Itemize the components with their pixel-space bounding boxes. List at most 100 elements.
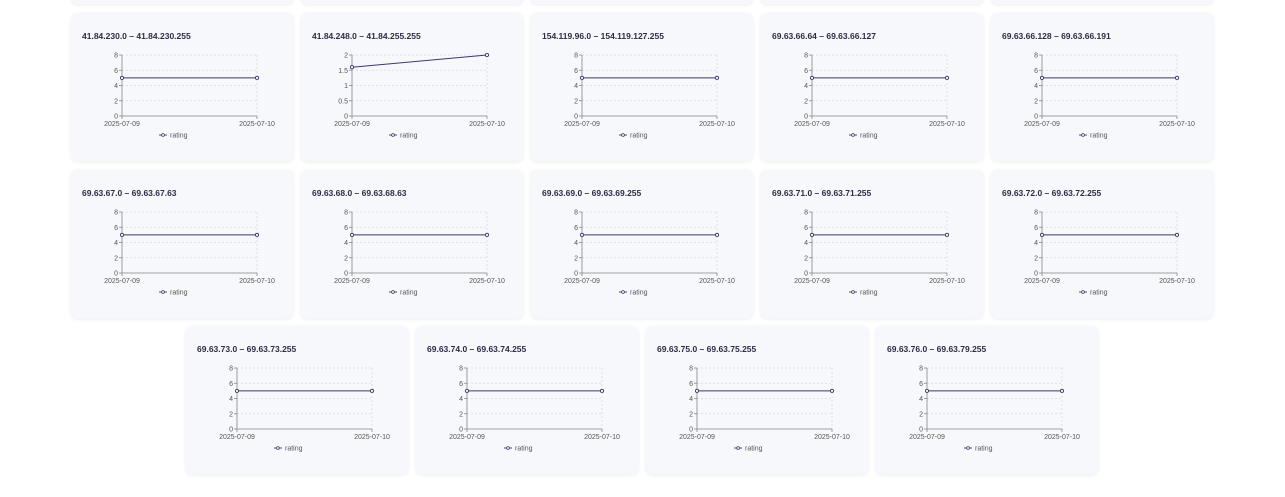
data-point	[809, 75, 815, 80]
y-tick-label: 0	[574, 271, 578, 278]
chart-title: 69.63.66.128 – 69.63.66.191	[1002, 31, 1111, 41]
legend-marker	[391, 290, 395, 294]
legend-marker	[161, 133, 165, 137]
legend-marker	[736, 446, 740, 450]
y-tick-label: 8	[574, 53, 578, 60]
x-tick-label: 2025-07-09	[794, 121, 830, 128]
y-tick-label: 8	[1034, 53, 1038, 60]
chart-title: 69.63.76.0 – 69.63.79.255	[887, 344, 987, 354]
x-tick-label: 2025-07-10	[239, 278, 275, 285]
x-tick-label: 2025-07-09	[794, 278, 830, 285]
data-point	[924, 388, 930, 393]
y-tick-label: 2	[459, 411, 463, 418]
x-tick-label: 2025-07-10	[584, 434, 620, 441]
data-point	[234, 388, 240, 393]
data-point	[484, 232, 490, 237]
x-tick-label: 2025-07-09	[334, 121, 370, 128]
y-tick-label: 4	[919, 396, 923, 403]
chart-title: 69.63.74.0 – 69.63.74.255	[427, 344, 527, 354]
chart-card: 69.63.76.0 – 69.63.79.255 8 6 4 2 0 2025-07-09…	[876, 326, 1098, 474]
x-tick-label: 2025-07-10	[1159, 278, 1195, 285]
chart-title: 69.63.67.0 – 69.63.67.63	[82, 188, 177, 198]
x-tick-label: 2025-07-10	[699, 278, 735, 285]
legend-label: rating	[400, 290, 418, 297]
chart-card: 69.63.66.64 – 69.63.66.127 8 6 4 2 0 2025-07-0…	[761, 13, 983, 161]
legend-label: rating	[860, 290, 878, 297]
y-tick-label: 6	[804, 68, 808, 75]
partial-card-top-1	[301, 0, 523, 4]
y-tick-label: 6	[919, 381, 923, 388]
chart-title: 41.84.248.0 – 41.84.255.255	[312, 31, 421, 41]
legend-marker	[506, 446, 510, 450]
legend-marker	[1081, 133, 1085, 137]
chart-card: 69.63.74.0 – 69.63.74.255 8 6 4 2 0 2025-07-09…	[416, 326, 638, 474]
y-tick-label: 6	[1034, 225, 1038, 232]
x-tick-label: 2025-07-10	[469, 121, 505, 128]
y-tick-label: 4	[1034, 240, 1038, 247]
y-tick-label: 4	[114, 83, 118, 90]
legend-label: rating	[515, 446, 533, 453]
legend-marker	[966, 446, 970, 450]
y-tick-label: 6	[114, 225, 118, 232]
y-tick-label: 0	[344, 271, 348, 278]
legend-label: rating	[1090, 290, 1108, 297]
y-tick-label: 8	[114, 210, 118, 217]
y-tick-label: 4	[804, 240, 808, 247]
y-tick-label: 2	[804, 255, 808, 262]
data-point	[464, 388, 470, 393]
x-tick-label: 2025-07-09	[564, 278, 600, 285]
data-point	[829, 388, 835, 393]
y-tick-label: 2	[344, 53, 348, 60]
y-tick-label: 0.5	[338, 98, 348, 105]
y-tick-label: 4	[574, 240, 578, 247]
y-tick-label: 8	[344, 210, 348, 217]
chart-title: 69.63.72.0 – 69.63.72.255	[1002, 188, 1102, 198]
y-tick-label: 8	[919, 366, 923, 373]
x-tick-label: 2025-07-09	[564, 121, 600, 128]
y-tick-label: 0	[344, 114, 348, 121]
y-tick-label: 2	[114, 255, 118, 262]
y-tick-label: 0	[1034, 271, 1038, 278]
data-point	[579, 232, 585, 237]
x-tick-label: 2025-07-09	[1024, 278, 1060, 285]
y-tick-label: 6	[344, 225, 348, 232]
data-point	[714, 232, 720, 237]
y-tick-label: 2	[1034, 98, 1038, 105]
x-tick-label: 2025-07-09	[104, 278, 140, 285]
y-tick-label: 2	[804, 98, 808, 105]
legend-marker	[276, 446, 280, 450]
data-point	[1174, 75, 1180, 80]
chart-card: 41.84.230.0 – 41.84.230.255 8 6 4 2 0 2025-07-…	[71, 13, 293, 161]
chart-card: 69.63.69.0 – 69.63.69.255 8 6 4 2 0 2025-07-09…	[531, 170, 753, 318]
chart-title: 69.63.75.0 – 69.63.75.255	[657, 344, 757, 354]
data-point	[1039, 232, 1045, 237]
y-tick-label: 8	[574, 210, 578, 217]
y-tick-label: 0	[919, 427, 923, 434]
x-tick-label: 2025-07-09	[909, 434, 945, 441]
legend-label: rating	[1090, 133, 1108, 140]
y-tick-label: 6	[229, 381, 233, 388]
y-tick-label: 4	[459, 396, 463, 403]
data-point	[599, 388, 605, 393]
x-tick-label: 2025-07-10	[929, 121, 965, 128]
x-tick-label: 2025-07-10	[929, 278, 965, 285]
y-tick-label: 2	[344, 255, 348, 262]
legend-label: rating	[745, 446, 763, 453]
y-tick-label: 8	[804, 53, 808, 60]
y-tick-label: 4	[229, 396, 233, 403]
chart-card: 69.63.66.128 – 69.63.66.191 8 6 4 2 0 2025-07-…	[991, 13, 1213, 161]
y-tick-label: 2	[919, 411, 923, 418]
y-tick-label: 0	[459, 427, 463, 434]
y-tick-label: 2	[574, 255, 578, 262]
chart-title: 69.63.73.0 – 69.63.73.255	[197, 344, 297, 354]
x-tick-label: 2025-07-09	[449, 434, 485, 441]
